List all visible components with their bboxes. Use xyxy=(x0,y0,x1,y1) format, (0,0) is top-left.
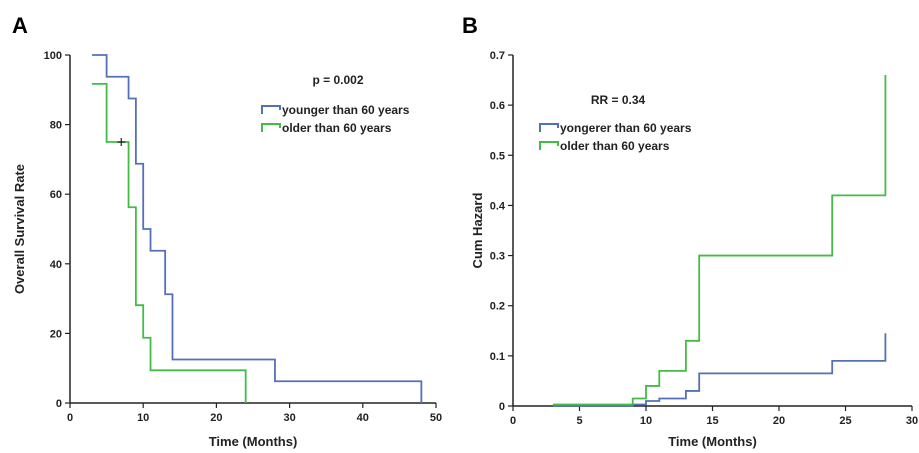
panel-b: B 0 5 10 15 20 25 30 0 0.1 0.2 0.3 0.4 0.5 0.6 0.7 Time … xyxy=(462,13,918,449)
x-tick-label: 10 xyxy=(137,412,149,424)
y-tick-label: 0 xyxy=(499,401,505,413)
panel-label: A xyxy=(12,13,28,38)
legend-swatch xyxy=(261,105,281,114)
series-line-2 xyxy=(552,75,887,406)
series-line-1 xyxy=(91,54,423,403)
x-tick-label: 0 xyxy=(67,412,73,424)
legend-entry-2: older than 60 years xyxy=(261,121,392,135)
x-axis-label: Time (Months) xyxy=(209,434,298,449)
x-tick-label: 50 xyxy=(430,412,442,424)
y-tick-label: 20 xyxy=(50,328,62,340)
y-tick-label: 40 xyxy=(50,259,62,271)
x-tick-label: 0 xyxy=(510,415,516,427)
y-axis-label: Cum Hazard xyxy=(470,193,485,269)
y-tick-label: 0.6 xyxy=(490,100,505,112)
panel-a: A 0 10 20 30 40 50 0 20 40 60 80 100 Time (Months) Ove… xyxy=(12,13,442,449)
series-line-1 xyxy=(552,333,887,407)
x-tick-label: 40 xyxy=(357,412,369,424)
legend-swatch xyxy=(539,141,559,150)
panel-label: B xyxy=(462,13,478,38)
legend-entry-2: older than 60 years xyxy=(539,139,670,153)
y-tick-label: 0.1 xyxy=(490,351,505,363)
legend-swatch xyxy=(539,123,559,132)
y-tick-label: 0.7 xyxy=(490,50,505,62)
series-line-2 xyxy=(91,82,247,403)
x-axis-label: Time (Months) xyxy=(668,434,757,449)
x-tick-label: 10 xyxy=(640,415,652,427)
x-tick-label: 20 xyxy=(210,412,222,424)
stat-annotation: RR = 0.34 xyxy=(591,93,646,107)
y-tick-label: 80 xyxy=(50,120,62,132)
y-tick-label: 0.2 xyxy=(490,301,505,313)
y-tick-label: 100 xyxy=(44,50,62,62)
x-tick-label: 15 xyxy=(706,415,718,427)
censor-mark xyxy=(117,138,126,146)
legend-label: yongerer than 60 years xyxy=(560,121,692,135)
x-tick-label: 30 xyxy=(906,415,918,427)
x-tick-label: 25 xyxy=(839,415,851,427)
x-tick-label: 30 xyxy=(283,412,295,424)
y-tick-label: 60 xyxy=(50,189,62,201)
x-tick-label: 20 xyxy=(773,415,785,427)
legend-label: older than 60 years xyxy=(282,121,392,135)
y-tick-label: 0.4 xyxy=(490,200,506,212)
legend-label: older than 60 years xyxy=(560,139,670,153)
y-axis-label: Overall Survival Rate xyxy=(12,164,27,294)
legend-label: younger than 60 years xyxy=(282,103,410,117)
legend-entry-1: yongerer than 60 years xyxy=(539,121,692,135)
y-tick-label: 0.5 xyxy=(490,150,505,162)
y-tick-label: 0 xyxy=(56,398,62,410)
y-tick-label: 0.3 xyxy=(490,251,505,263)
stat-annotation: p = 0.002 xyxy=(312,73,363,87)
legend-entry-1: younger than 60 years xyxy=(261,103,410,117)
legend-swatch xyxy=(261,123,281,132)
x-tick-label: 5 xyxy=(576,415,582,427)
